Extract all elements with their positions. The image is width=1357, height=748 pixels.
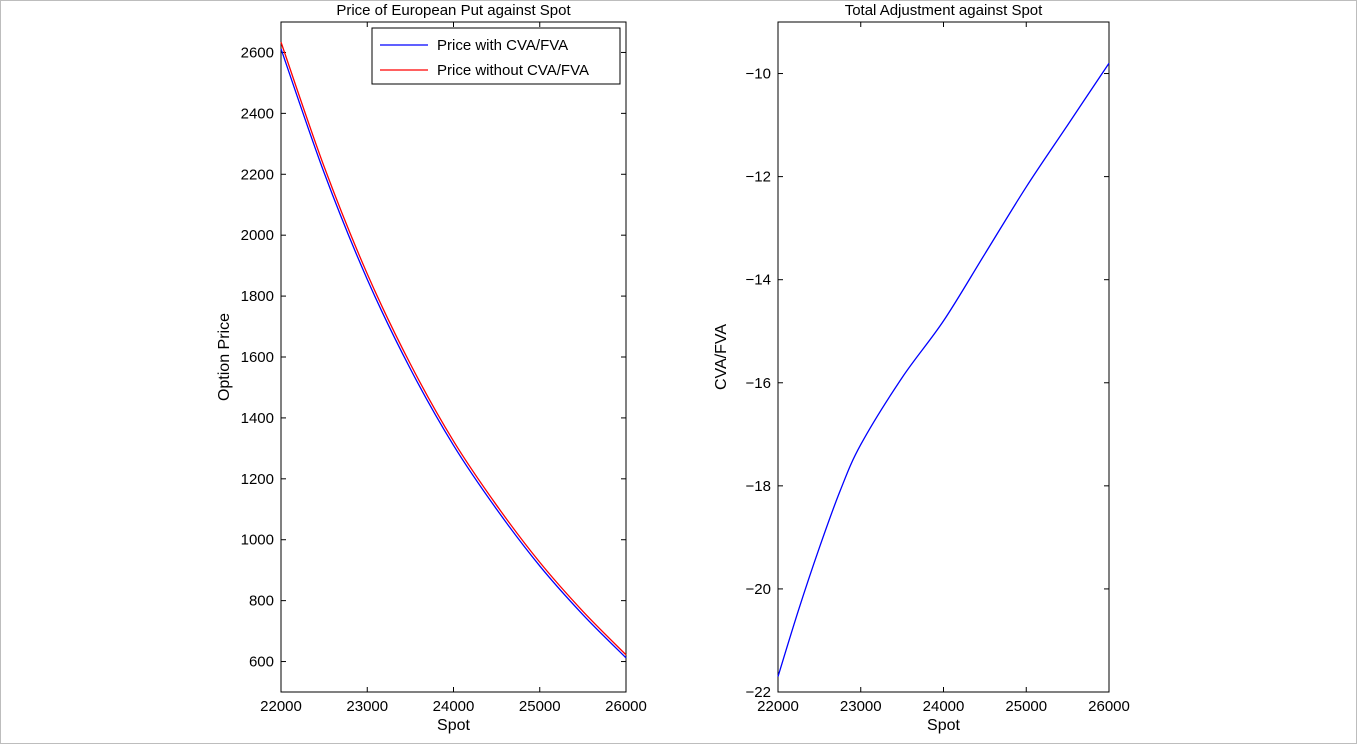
chart1-ytick-label: 800 [249, 593, 274, 610]
chart1-axes-box [280, 21, 627, 693]
chart1-xlabel: Spot [437, 717, 470, 734]
chart1-ytick-label: 2000 [241, 227, 274, 244]
chart2-ytick-label: −16 [746, 375, 771, 392]
chart2-ytick-label: −18 [746, 478, 771, 495]
chart1-xtick-label: 26000 [605, 698, 647, 715]
chart2-xtick-label: 23000 [840, 698, 882, 715]
chart1-ytick-label: 1400 [241, 410, 274, 427]
chart1-ytick-label: 2600 [241, 44, 274, 61]
chart2-axes-box [777, 21, 1110, 693]
chart2-xtick-label: 25000 [1005, 698, 1047, 715]
chart1-xtick-label: 25000 [519, 698, 561, 715]
chart2-xtick-label: 24000 [923, 698, 965, 715]
chart2-ytick-label: −12 [746, 169, 771, 186]
chart2-series-1-line [777, 62, 1110, 677]
chart1-xtick-label: 23000 [346, 698, 388, 715]
chart1-xtick-label: 24000 [433, 698, 475, 715]
chart1-legend-label-2: Price without CVA/FVA [437, 62, 589, 79]
chart1-ytick-label: 1200 [241, 471, 274, 488]
chart2-ytick-label: −14 [746, 272, 771, 289]
chart1-ytick-label: 2400 [241, 105, 274, 122]
chart1-ytick-label: 600 [249, 654, 274, 671]
chart2-ytick-label: −20 [746, 581, 771, 598]
chart1-ytick-label: 1600 [241, 349, 274, 366]
chart2-xtick-label: 22000 [757, 698, 799, 715]
chart1-series-1-line [280, 48, 627, 659]
chart1-legend-box [371, 27, 621, 85]
chart1-ylabel: Option Price [216, 313, 233, 401]
chart2-ytick-label: −22 [746, 684, 771, 701]
chart2-ytick-label: −10 [746, 66, 771, 83]
chart2-ylabel: CVA/FVA [713, 324, 730, 390]
chart2-xlabel: Spot [927, 717, 960, 734]
chart1-legend-label-1: Price with CVA/FVA [437, 37, 568, 54]
chart1-series-2-line [280, 41, 627, 656]
chart1-ytick-label: 1800 [241, 288, 274, 305]
chart2-xtick-label: 26000 [1088, 698, 1130, 715]
chart1-xtick-label: 22000 [260, 698, 302, 715]
chart1-ytick-label: 1000 [241, 532, 274, 549]
chart2-title: Total Adjustment against Spot [845, 2, 1043, 19]
chart1-title: Price of European Put against Spot [336, 2, 571, 19]
chart1-ytick-label: 2200 [241, 166, 274, 183]
